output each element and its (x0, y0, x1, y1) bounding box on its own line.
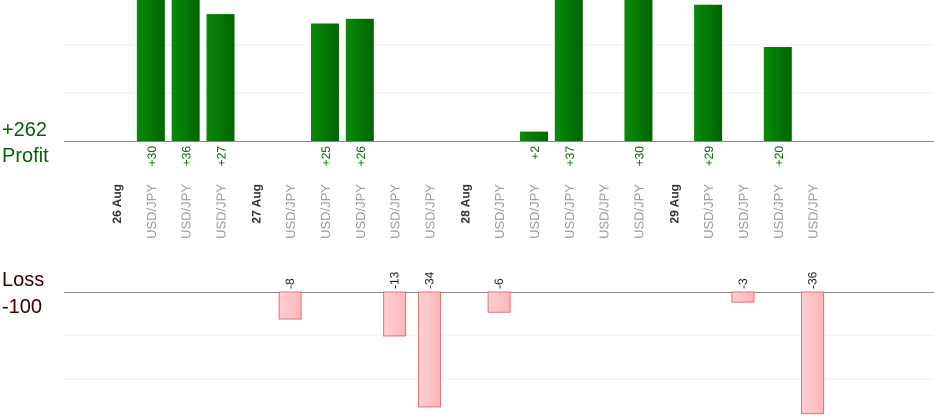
profit-value-label: +20 (772, 146, 786, 167)
loss-bar (801, 291, 825, 415)
loss-bar (278, 291, 302, 320)
profit-bar (310, 23, 339, 141)
date-label: 26 Aug (110, 184, 124, 224)
pair-label: USD/JPY (213, 184, 228, 239)
loss-value-label: -6 (492, 278, 506, 289)
loss-bar (383, 291, 407, 337)
pair-label: USD/JPY (527, 184, 542, 239)
pair-label: USD/JPY (562, 184, 577, 239)
profit-value-label: +37 (563, 146, 577, 167)
pair-label: USD/JPY (318, 184, 333, 239)
pair-label: USD/JPY (492, 184, 507, 239)
loss-value-label: -13 (388, 271, 402, 289)
profit-value-label: +30 (145, 146, 159, 167)
profit-value-label: +2 (528, 146, 542, 160)
loss-label: Loss (2, 269, 45, 291)
profit-value-label: +29 (702, 146, 716, 167)
bars (136, 0, 825, 415)
date-label: 29 Aug (667, 184, 681, 224)
loss-value-label: -34 (422, 271, 436, 289)
profit-value-label: +25 (319, 146, 333, 167)
pair-label: USD/JPY (597, 184, 612, 239)
profit-bar (171, 0, 200, 141)
profit-label: Profit (2, 145, 49, 167)
profit-value-label: +27 (214, 146, 228, 167)
profit-bar (519, 131, 548, 141)
loss-value-label: -3 (736, 278, 750, 289)
profit-bar (136, 0, 165, 141)
loss-value-label: -8 (283, 278, 297, 289)
pair-label: USD/JPY (353, 184, 368, 239)
pair-label: USD/JPY (771, 184, 786, 239)
labels: 26 Aug USD/JPY +30 USD/JPY +36 USD/JPY +27 27 A… (110, 146, 821, 289)
profit-bar (345, 18, 374, 141)
profit-bar (206, 14, 235, 142)
pair-label: USD/JPY (144, 184, 159, 239)
pair-label: USD/JPY (736, 184, 751, 239)
loss-total: -100 (2, 296, 43, 318)
loss-bar (731, 291, 755, 303)
pair-label: USD/JPY (806, 184, 821, 239)
profit-value-label: +36 (180, 146, 194, 167)
profit-bar (763, 47, 792, 141)
pair-label: USD/JPY (388, 184, 403, 239)
pair-label: USD/JPY (283, 184, 298, 239)
pair-label: USD/JPY (631, 184, 646, 239)
date-label: 28 Aug (458, 184, 472, 224)
profit-total: +262 (2, 119, 48, 141)
date-label: 27 Aug (249, 184, 263, 224)
pair-label: USD/JPY (179, 184, 194, 239)
pair-label: USD/JPY (701, 184, 716, 239)
profit-value-label: +30 (632, 146, 646, 167)
loss-bar (487, 291, 511, 313)
pair-label: USD/JPY (422, 184, 437, 239)
profit-value-label: +26 (354, 146, 368, 167)
profit-bar (554, 0, 583, 141)
profit-bar (624, 0, 653, 141)
profit-bar (694, 4, 723, 142)
loss-bar (417, 291, 441, 408)
loss-value-label: -36 (806, 271, 820, 289)
